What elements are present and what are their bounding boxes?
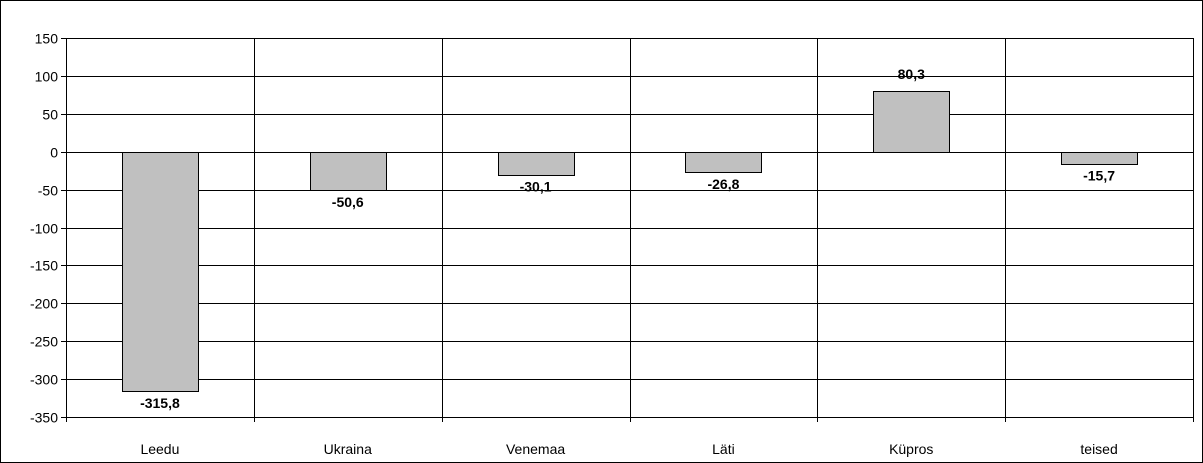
y-tick-label: 100 [35,69,59,85]
data-label: -315,8 [140,395,180,411]
y-tick-label: 50 [42,107,58,123]
x-axis-labels: Leedu Ukraina Venemaa Läti Küpros teised [140,441,1117,457]
data-label: -30,1 [520,179,552,195]
bar-ukraina [310,152,387,191]
data-label: 80,3 [898,66,925,82]
x-category-label: Ukraina [324,441,372,457]
bar-venemaa [498,152,575,176]
y-tick-label: -350 [30,410,58,426]
bars [122,91,1138,392]
bar-küpros [873,91,950,153]
y-tick-label: 150 [35,31,59,47]
x-category-label: Läti [712,441,735,457]
y-axis-ticks: 150 100 50 0 -50 -100 -150 -200 -250 -300 -350 [30,31,1194,426]
bar-leedu [122,152,199,392]
data-label: -50,6 [332,194,364,210]
y-tick-label: -100 [30,221,58,237]
x-category-label: Küpros [889,441,933,457]
y-tick-label: -250 [30,334,58,350]
x-category-label: teised [1080,441,1117,457]
y-tick-label: -150 [30,258,58,274]
data-labels: -315,8 -50,6 -30,1 -26,8 80,3 -15,7 [140,66,1115,411]
y-tick-label: 0 [50,145,58,161]
y-tick-label: -200 [30,296,58,312]
x-category-label: Leedu [140,441,179,457]
plot-area [66,38,1194,418]
x-category-label: Venemaa [506,441,565,457]
bar-läti [685,152,762,173]
y-tick-label: -300 [30,372,58,388]
data-label: -15,7 [1083,168,1115,184]
data-label: -26,8 [707,176,739,192]
bar-teised [1061,152,1138,165]
y-tick-label: -50 [38,183,58,199]
